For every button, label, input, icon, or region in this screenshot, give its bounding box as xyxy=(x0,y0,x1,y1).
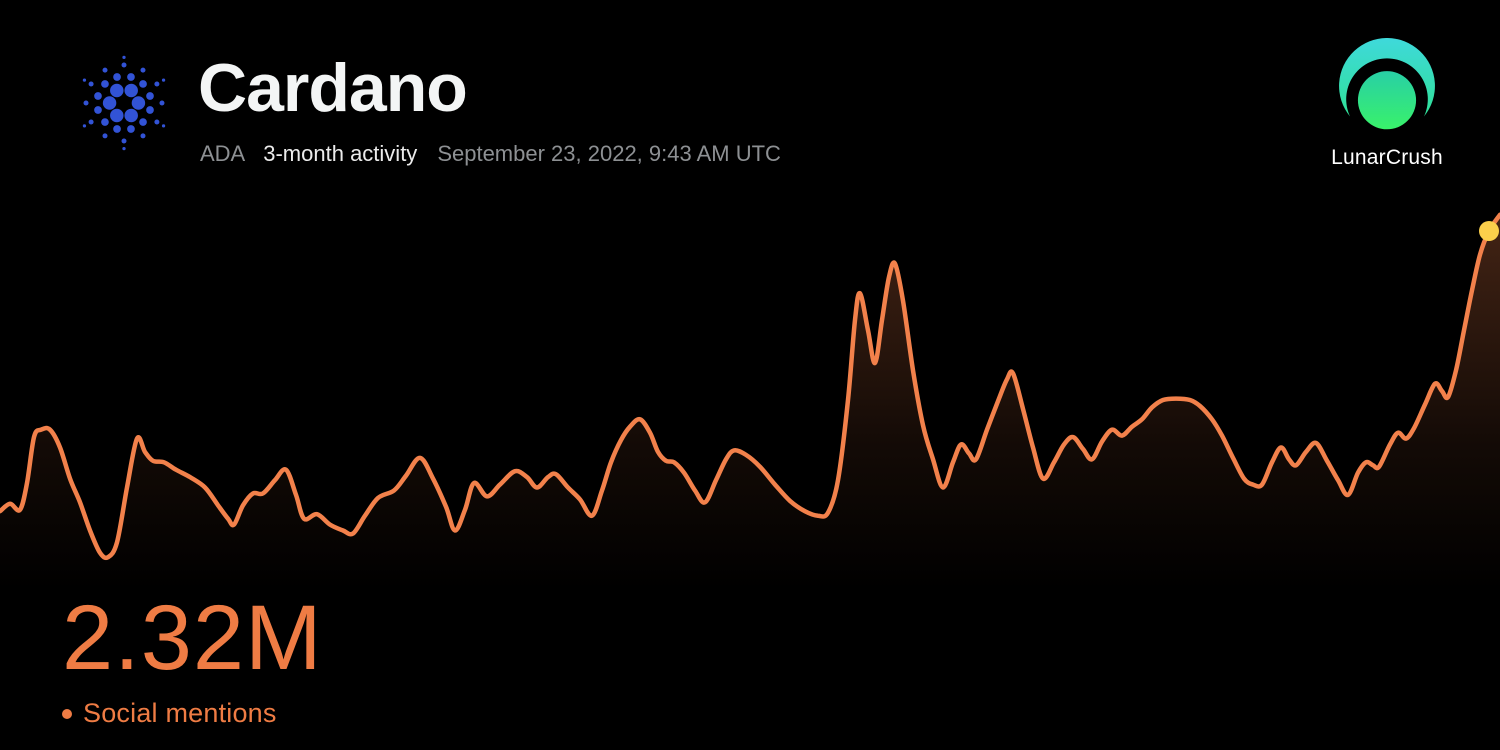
latest-point-marker xyxy=(1479,221,1499,241)
lunarcrush-moon-icon xyxy=(1339,38,1435,130)
brand-name: LunarCrush xyxy=(1331,146,1443,169)
legend-dot-icon xyxy=(62,708,72,719)
cardano-constellation-icon xyxy=(82,55,166,151)
coin-symbol: ADA xyxy=(200,141,246,166)
stat-block: 2.32M Social mentions xyxy=(62,592,323,729)
legend: Social mentions xyxy=(62,698,323,729)
time-range-label: 3-month activity xyxy=(263,141,418,166)
legend-label: Social mentions xyxy=(83,698,277,728)
page-title: Cardano xyxy=(198,50,468,126)
chart-area-fill xyxy=(0,214,1500,700)
chart-line xyxy=(0,212,1500,561)
subtitle-row: ADA 3-month activity September 23, 2022, 9… xyxy=(200,141,781,167)
brand-block: LunarCrush xyxy=(1322,38,1452,170)
stat-value: 2.32M xyxy=(62,587,323,689)
timestamp: September 23, 2022, 9:43 AM UTC xyxy=(437,141,781,166)
header: Cardano ADA 3-month activity September 23,… xyxy=(0,0,1500,190)
